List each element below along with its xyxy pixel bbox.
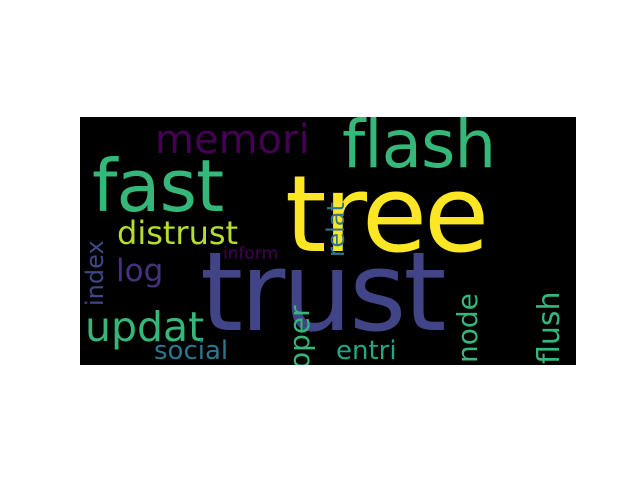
word-oper: oper [283, 305, 316, 365]
word-distrust: distrust [117, 214, 239, 252]
word-memori: memori [155, 117, 310, 163]
word-social: social [154, 336, 229, 365]
word-node: node [451, 293, 484, 363]
word-flush: flush [532, 291, 567, 364]
word-relat: relat [322, 202, 350, 257]
word-log: log [116, 253, 164, 289]
word-index: index [81, 240, 109, 306]
word-updat: updat [85, 303, 205, 351]
word-entri: entri [336, 336, 397, 365]
word-inform: inform [223, 244, 279, 264]
word-cloud: trust tree fast flash memori distrust up… [80, 117, 576, 365]
word-tree: tree [285, 153, 489, 276]
word-trust: trust [200, 228, 447, 356]
word-fast: fast [92, 144, 224, 228]
word-flash: flash [342, 117, 496, 183]
